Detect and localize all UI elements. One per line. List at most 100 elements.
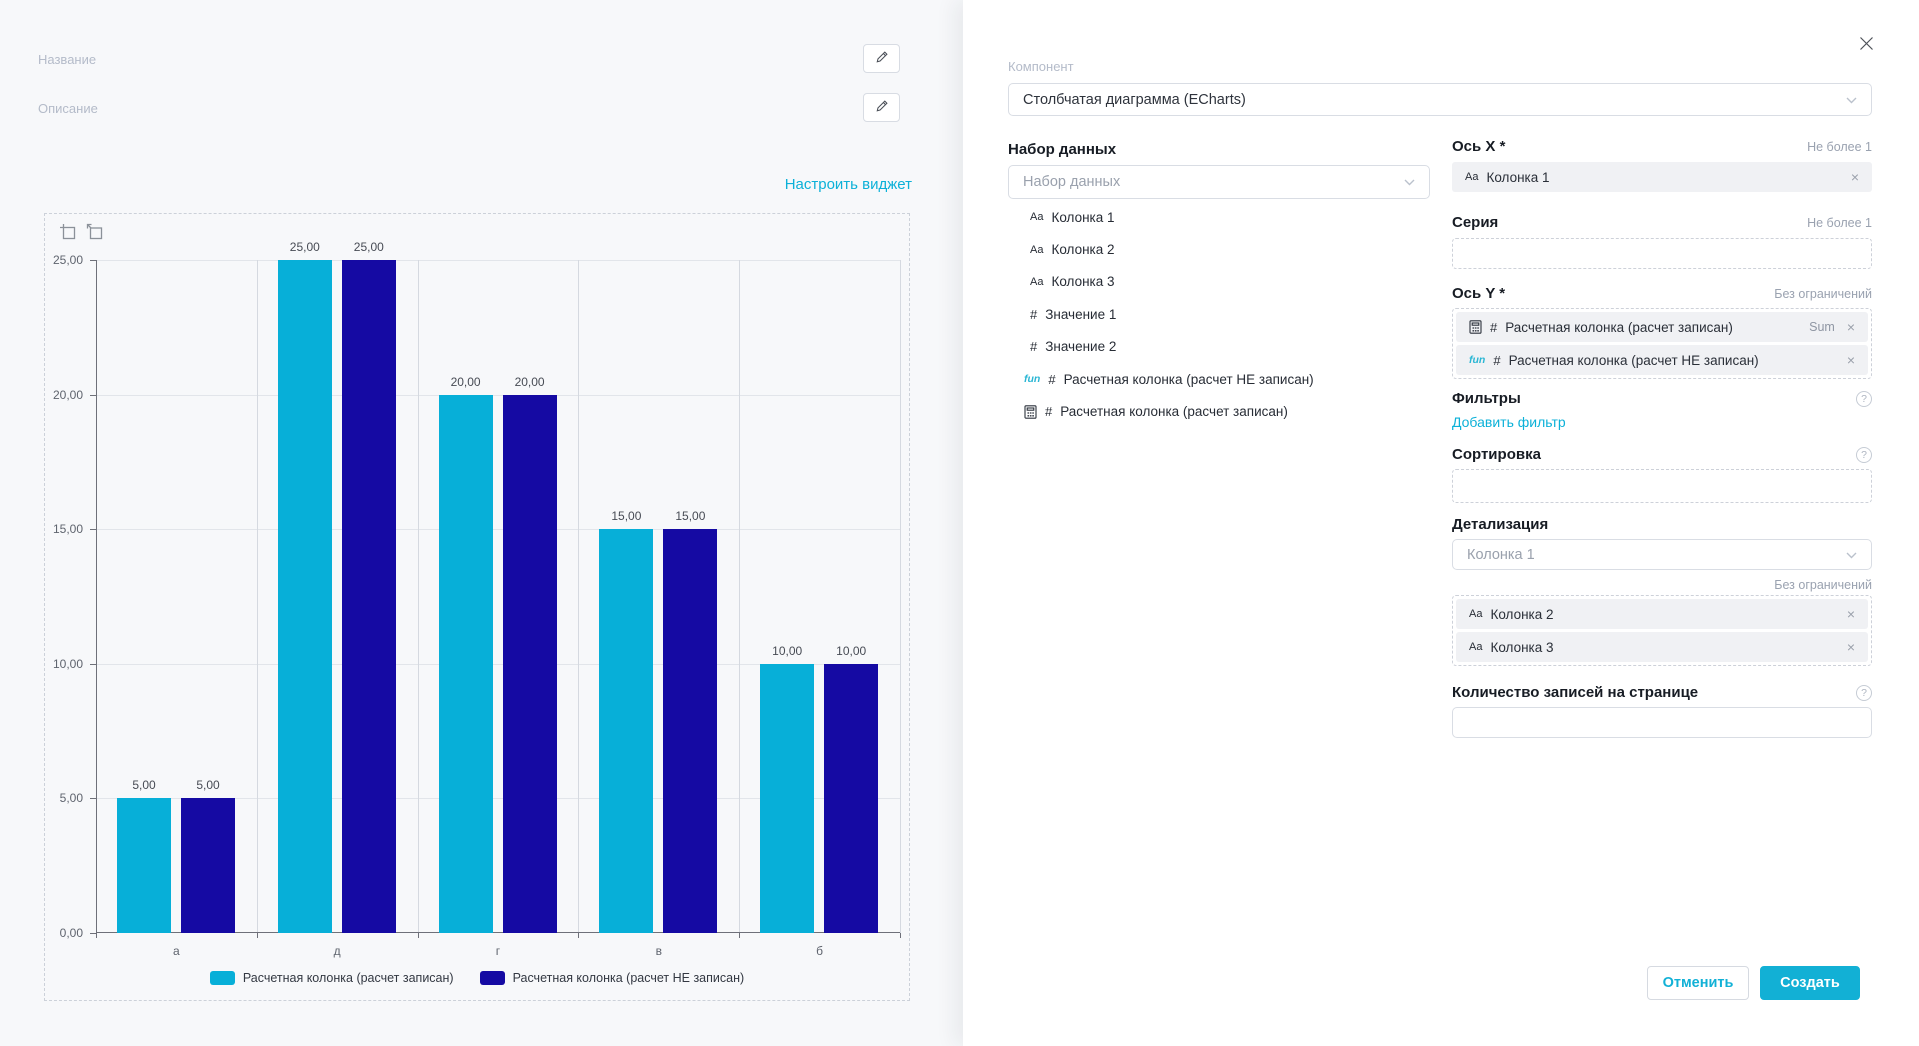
field-chip[interactable]: Aa Колонка 1 ×	[1452, 162, 1872, 192]
cancel-button[interactable]: Отменить	[1647, 966, 1749, 1000]
x-category-label: д	[333, 944, 341, 958]
legend-item[interactable]: Расчетная колонка (расчет записан)	[209, 971, 454, 985]
y-axis-line	[96, 260, 97, 933]
x-category-label: а	[173, 944, 180, 958]
remove-icon[interactable]: ×	[1846, 606, 1855, 622]
field-chip[interactable]: Aa Колонка 3 ×	[1456, 632, 1868, 662]
bar-value-label: 25,00	[289, 240, 320, 254]
dataset-field[interactable]: fun # Расчетная колонка (расчет НЕ записан…	[1008, 363, 1430, 395]
edit-name-button[interactable]	[863, 44, 900, 73]
text-field-icon: Aa	[1465, 171, 1479, 183]
gridline	[96, 798, 900, 800]
create-button[interactable]: Создать	[1760, 966, 1860, 1000]
y-tick-label: 15,00	[52, 522, 83, 537]
description-label: Описание	[38, 101, 98, 116]
dataset-select[interactable]: Набор данных	[1008, 165, 1430, 199]
dataset-field[interactable]: # Значение 1	[1008, 298, 1430, 330]
number-field-icon: #	[1045, 404, 1053, 420]
widget-settings-panel: Компонент Столбчатая диаграмма (ECharts)…	[963, 0, 1919, 1046]
text-field-icon: Aa	[1030, 275, 1044, 288]
gridline	[96, 260, 900, 261]
remove-icon[interactable]: ×	[1846, 319, 1855, 335]
aggregation-label: Sum	[1809, 320, 1835, 334]
dataset-field[interactable]: # Расчетная колонка (расчет записан)	[1008, 395, 1430, 427]
sorting-dropzone[interactable]	[1452, 469, 1872, 503]
gridline	[578, 260, 580, 933]
dataset-field-label: Колонка 1	[1051, 209, 1115, 225]
x-category-label: б	[816, 944, 824, 958]
field-chip-label: Колонка 3	[1490, 639, 1554, 655]
y-tick	[90, 663, 96, 665]
series-label: Серия	[1452, 214, 1499, 231]
number-field-icon: #	[1030, 306, 1038, 322]
y-tick	[90, 529, 96, 531]
component-select[interactable]: Столбчатая диаграмма (ECharts)	[1008, 83, 1872, 116]
dataset-field-label: Расчетная колонка (расчет записан)	[1060, 404, 1288, 420]
remove-icon[interactable]: ×	[1846, 352, 1855, 368]
series-limit: Не более 1	[1807, 215, 1872, 230]
dataset-field[interactable]: Aa Колонка 3	[1008, 266, 1430, 298]
dataset-field-label: Значение 1	[1045, 306, 1117, 322]
add-filter-link[interactable]: Добавить фильтр	[1452, 414, 1566, 430]
component-select-value: Столбчатая диаграмма (ECharts)	[1023, 91, 1246, 108]
help-icon[interactable]: ?	[1856, 684, 1872, 701]
page-size-input[interactable]	[1452, 707, 1872, 738]
drilldown-dropzone[interactable]: Aa Колонка 2 × Aa Колонка 3 ×	[1452, 595, 1872, 666]
x-tick	[900, 933, 901, 938]
x-tick	[96, 933, 97, 938]
y-tick-label: 10,00	[52, 656, 83, 671]
legend-item[interactable]: Расчетная колонка (расчет НЕ записан)	[479, 971, 744, 985]
bar-value-label: 25,00	[353, 240, 384, 254]
filters-label: Фильтры	[1452, 390, 1521, 407]
field-chip[interactable]: fun # Расчетная колонка (расчет НЕ записан…	[1456, 345, 1868, 375]
gridline	[417, 260, 419, 933]
bar-value-label: 5,00	[132, 778, 156, 793]
close-icon[interactable]	[1859, 36, 1874, 51]
remove-icon[interactable]: ×	[1846, 639, 1855, 655]
series-dropzone[interactable]	[1452, 238, 1872, 269]
name-label: Название	[38, 52, 97, 67]
restore-icon[interactable]	[86, 223, 104, 241]
dataset-field[interactable]: Aa Колонка 1	[1008, 201, 1430, 233]
y-tick-label: 0,00	[59, 926, 83, 940]
field-chip[interactable]: # Расчетная колонка (расчет записан) Sum ×	[1456, 312, 1868, 342]
axis-y-dropzone[interactable]: # Расчетная колонка (расчет записан) Sum × f…	[1452, 308, 1872, 379]
x-category-label: в	[655, 944, 662, 958]
y-tick-label: 5,00	[59, 791, 83, 806]
bar-value-label: 10,00	[772, 643, 803, 658]
legend-label: Расчетная колонка (расчет записан)	[242, 971, 454, 985]
configure-widget-link[interactable]: Настроить виджет	[784, 176, 912, 193]
x-axis-line	[96, 932, 900, 933]
number-field-icon: #	[1048, 371, 1056, 387]
dataset-field[interactable]: # Значение 2	[1008, 331, 1430, 363]
legend-swatch	[209, 971, 235, 985]
plot-area: 25,00 20,00 15,00 10,00 5,00 0,00 5,00 5,00 а 25,…	[53, 240, 901, 958]
sorting-label: Сортировка	[1452, 446, 1541, 463]
help-icon[interactable]: ?	[1856, 390, 1872, 407]
drilldown-select[interactable]: Колонка 1	[1452, 539, 1872, 570]
bar-value-label: 10,00	[836, 643, 867, 658]
remove-icon[interactable]: ×	[1850, 169, 1859, 185]
drilldown-select-placeholder: Колонка 1	[1467, 546, 1535, 563]
bar-value-label: 15,00	[675, 509, 706, 524]
dataset-field-label: Колонка 3	[1051, 274, 1115, 290]
edit-description-button[interactable]	[863, 93, 900, 122]
x-category-label: г	[495, 944, 501, 958]
bar-primary	[760, 663, 815, 933]
help-icon[interactable]: ?	[1856, 446, 1872, 463]
bar-value-label: 5,00	[196, 778, 220, 793]
pencil-icon	[875, 99, 889, 116]
field-chip-label: Расчетная колонка (расчет записан)	[1505, 319, 1733, 335]
dataset-field[interactable]: Aa Колонка 2	[1008, 233, 1430, 265]
bar-value-label: 20,00	[450, 374, 481, 389]
function-icon: fun	[1469, 354, 1486, 366]
chart-toolbox	[59, 223, 104, 241]
datazoom-icon[interactable]	[59, 223, 77, 241]
chevron-down-icon	[1846, 546, 1857, 564]
field-chip[interactable]: Aa Колонка 2 ×	[1456, 599, 1868, 629]
text-field-icon: Aa	[1469, 608, 1483, 620]
dataset-field-list: Aa Колонка 1 Aa Колонка 2 Aa Колонка 3 # Значен…	[1008, 201, 1430, 428]
axis-y-label: Ось Y *	[1452, 285, 1506, 302]
bar-primary	[277, 260, 332, 933]
axis-x-dropzone[interactable]: Aa Колонка 1 ×	[1452, 162, 1872, 192]
